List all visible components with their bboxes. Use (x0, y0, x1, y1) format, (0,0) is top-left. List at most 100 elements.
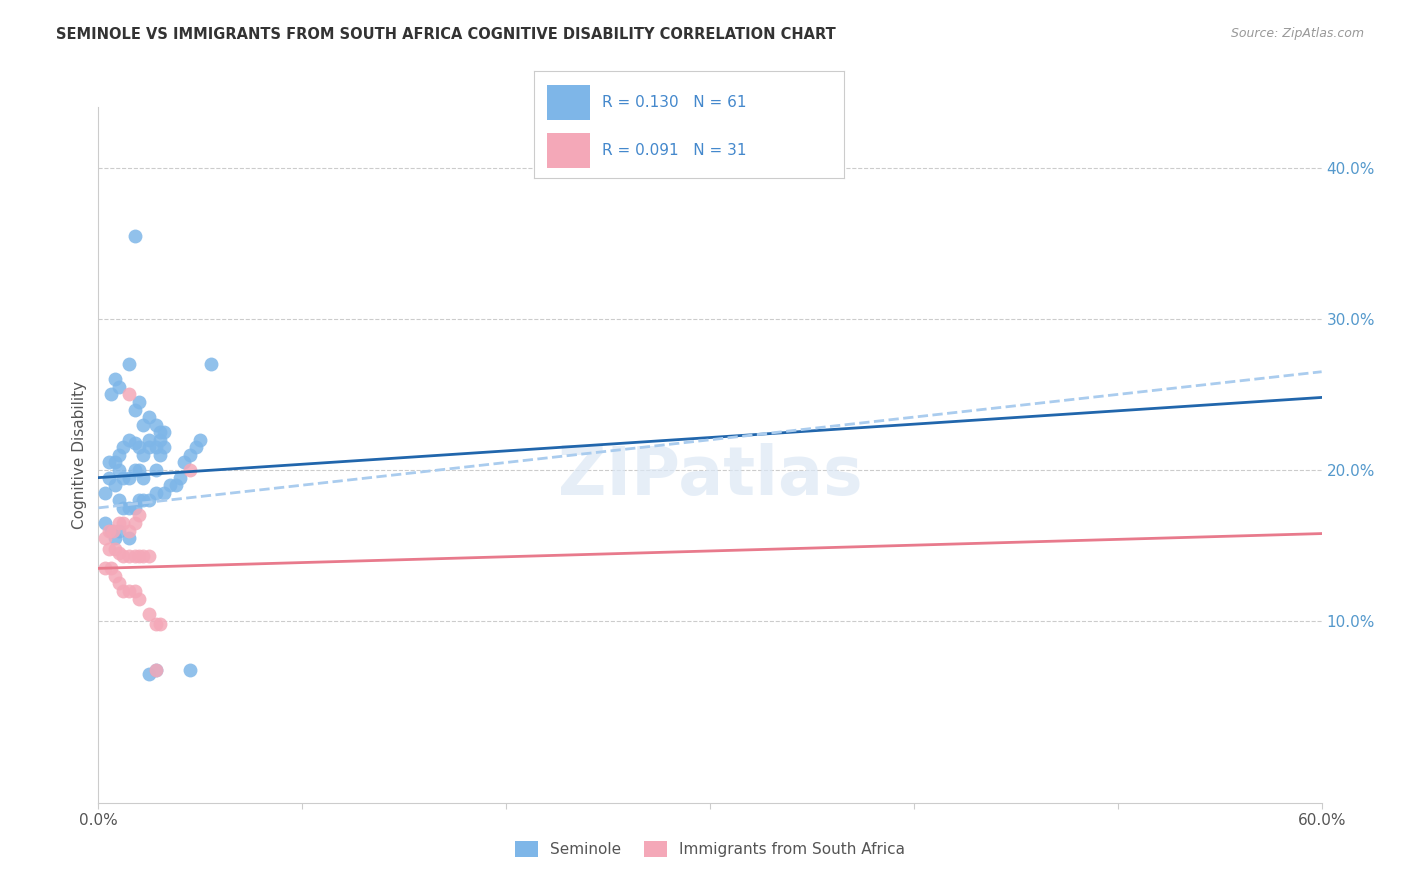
Point (128, 508, 150, 523)
Point (132, 493, 155, 508)
Point (159, 478, 181, 492)
FancyBboxPatch shape (547, 86, 591, 120)
Point (108, 516, 131, 530)
Text: R = 0.130   N = 61: R = 0.130 N = 61 (602, 95, 747, 110)
Point (93, 485, 115, 500)
Point (111, 549, 134, 564)
Y-axis label: Cognitive Disability: Cognitive Disability (72, 381, 87, 529)
Point (111, 441, 134, 455)
Point (138, 433, 160, 447)
Point (128, 395, 150, 409)
Point (186, 441, 208, 455)
Point (97, 541, 120, 556)
Point (104, 478, 127, 492)
Point (104, 455, 127, 469)
Point (145, 441, 167, 455)
Point (145, 663, 167, 677)
Point (200, 357, 222, 371)
Point (108, 448, 131, 462)
Point (138, 410, 160, 425)
Point (108, 493, 131, 508)
Point (152, 441, 174, 455)
Point (169, 470, 191, 484)
Point (152, 425, 174, 440)
Point (100, 387, 122, 401)
Point (152, 485, 174, 500)
Point (132, 448, 155, 462)
Point (108, 463, 131, 477)
Point (104, 569, 127, 583)
Legend: Seminole, Immigrants from South Africa: Seminole, Immigrants from South Africa (508, 833, 912, 864)
Point (128, 591, 150, 606)
Point (111, 584, 134, 599)
Point (149, 433, 172, 447)
Point (118, 584, 141, 599)
Point (97, 524, 120, 538)
Point (179, 448, 201, 462)
Point (145, 485, 167, 500)
Point (101, 524, 124, 538)
Point (149, 617, 172, 632)
Point (138, 549, 160, 564)
Point (138, 667, 160, 681)
Point (138, 607, 160, 621)
Point (173, 455, 195, 469)
Point (128, 549, 150, 564)
Point (97, 470, 120, 484)
Point (100, 561, 122, 575)
Point (118, 500, 141, 515)
Point (93, 561, 115, 575)
Point (128, 493, 150, 508)
Point (124, 463, 146, 477)
Point (132, 549, 155, 564)
Point (108, 380, 131, 394)
Point (108, 576, 131, 591)
Point (118, 524, 141, 538)
Point (124, 228, 146, 243)
Point (132, 470, 155, 484)
Text: R = 0.091   N = 31: R = 0.091 N = 31 (602, 143, 747, 158)
Point (97, 455, 120, 469)
Text: SEMINOLE VS IMMIGRANTS FROM SOUTH AFRICA COGNITIVE DISABILITY CORRELATION CHART: SEMINOLE VS IMMIGRANTS FROM SOUTH AFRICA… (56, 27, 837, 42)
Point (93, 516, 115, 530)
Text: Source: ZipAtlas.com: Source: ZipAtlas.com (1230, 27, 1364, 40)
Point (149, 448, 172, 462)
Point (104, 372, 127, 386)
Point (104, 541, 127, 556)
Point (145, 663, 167, 677)
Point (108, 524, 131, 538)
Point (111, 516, 134, 530)
Point (124, 516, 146, 530)
Point (188, 433, 212, 447)
Point (145, 463, 167, 477)
Point (138, 441, 160, 455)
Point (111, 500, 134, 515)
Point (93, 531, 115, 545)
FancyBboxPatch shape (547, 134, 591, 168)
Point (100, 524, 122, 538)
Point (179, 463, 201, 477)
Point (124, 584, 146, 599)
Point (145, 617, 167, 632)
Point (128, 441, 150, 455)
Point (149, 425, 172, 440)
Point (124, 500, 146, 515)
Point (108, 546, 131, 560)
Point (165, 478, 187, 492)
Point (132, 417, 155, 432)
Point (118, 357, 141, 371)
Text: ZIPatlas: ZIPatlas (558, 442, 862, 508)
Point (138, 493, 160, 508)
Point (118, 531, 141, 545)
Point (124, 549, 146, 564)
Point (128, 463, 150, 477)
Point (118, 433, 141, 447)
Point (124, 435, 146, 450)
Point (118, 549, 141, 564)
Point (179, 663, 201, 677)
Point (124, 402, 146, 417)
Point (118, 387, 141, 401)
Point (111, 470, 134, 484)
Point (145, 417, 167, 432)
Point (104, 531, 127, 545)
